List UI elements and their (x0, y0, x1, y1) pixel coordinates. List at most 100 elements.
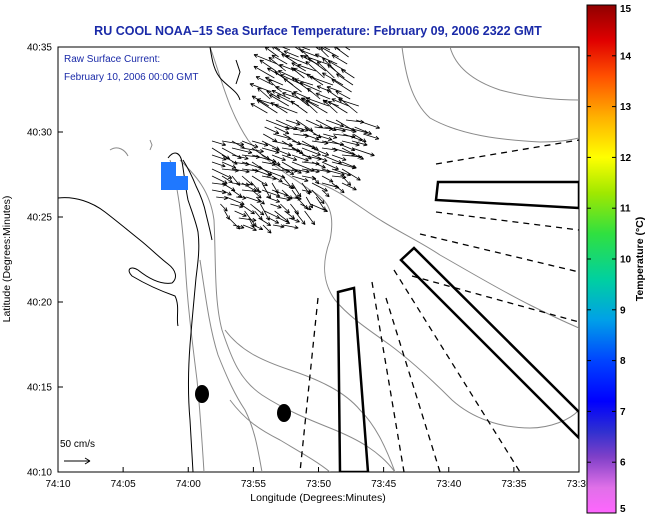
current-vector (220, 203, 228, 212)
contour-line (401, 47, 579, 143)
current-vector (308, 57, 327, 72)
x-tick-label: 73:55 (241, 479, 266, 490)
current-vector (331, 98, 349, 107)
current-vector (221, 189, 232, 196)
contour-line (179, 159, 396, 472)
current-vector (230, 203, 244, 209)
current-vector (291, 62, 307, 72)
colorbar-tick-label: 6 (620, 458, 626, 469)
transect-line (435, 139, 579, 165)
colorbar-tick-label: 15 (620, 4, 632, 15)
current-vector (303, 55, 328, 65)
current-vector (268, 217, 280, 224)
current-vector (284, 210, 295, 220)
current-vector (216, 195, 228, 201)
annotation-line1: Raw Surface Current: (64, 54, 160, 65)
current-vector (250, 203, 265, 216)
current-vector (291, 175, 309, 183)
colorbar-tick-label: 5 (620, 504, 626, 515)
current-vector (286, 196, 302, 201)
current-vector (311, 147, 330, 156)
current-vector (236, 195, 247, 200)
colorbar-tick-label: 11 (620, 204, 631, 215)
current-vector (321, 161, 339, 170)
current-vector (231, 154, 249, 161)
x-axis-label: Longitude (Degrees:Minutes) (250, 492, 385, 504)
current-vector (297, 47, 309, 58)
bathymetry-contours (109, 47, 579, 472)
contour-line (169, 159, 205, 472)
current-vector (333, 47, 349, 58)
current-vector (242, 224, 257, 232)
current-vector (274, 126, 290, 135)
current-vector (331, 54, 348, 65)
contour-line (449, 47, 579, 101)
current-vector (309, 75, 334, 86)
contour-line (149, 139, 153, 151)
current-vector (316, 47, 329, 58)
current-vector (231, 147, 253, 155)
current-vector (311, 154, 328, 162)
x-tick-label: 74:00 (176, 479, 201, 490)
current-vector (344, 47, 351, 51)
transect-line (385, 297, 441, 472)
y-tick-label: 40:25 (27, 213, 52, 224)
current-vector (240, 203, 255, 215)
x-tick-label: 73:30 (566, 479, 591, 490)
current-vector (282, 224, 299, 230)
current-vector (338, 97, 358, 114)
x-axis: 74:10 74:05 74:00 73:55 73:50 73:45 73:40 73:35… (45, 467, 592, 490)
current-vector (268, 56, 287, 72)
current-vector (335, 47, 341, 51)
current-vector (341, 140, 360, 147)
current-vector (354, 126, 372, 135)
current-vector (297, 63, 316, 72)
current-vector (256, 99, 278, 114)
current-vector (274, 103, 298, 114)
current-vector (355, 119, 380, 130)
current-vector (234, 210, 247, 217)
coastline-path (167, 152, 200, 472)
current-vector (352, 133, 367, 143)
current-vector (268, 94, 290, 107)
current-vector (257, 87, 271, 100)
x-tick-label: 73:35 (501, 479, 526, 490)
current-vector (261, 147, 280, 154)
current-vector (211, 161, 226, 168)
current-vector (279, 63, 296, 72)
current-vector (288, 217, 300, 223)
current-vector (251, 140, 269, 147)
current-vector (264, 126, 280, 135)
survey-box (336, 286, 370, 472)
coastline-path (209, 47, 241, 101)
current-vector (301, 147, 321, 156)
current-vector (211, 140, 227, 147)
survey-box (399, 246, 579, 440)
current-vector (241, 147, 264, 154)
x-tick-label: 73:40 (436, 479, 461, 490)
current-vector (255, 196, 265, 205)
current-vector (271, 89, 291, 100)
coastline-path (182, 159, 213, 241)
current-vector (251, 175, 268, 187)
current-vector (293, 47, 301, 51)
y-tick-label: 40:35 (27, 43, 52, 54)
current-vector (310, 203, 328, 213)
current-vector (325, 119, 345, 128)
map-layers (58, 47, 579, 472)
chart-title: RU COOL NOAA–15 Sea Surface Temperature:… (94, 24, 542, 38)
current-vector (281, 53, 298, 65)
current-vector (341, 175, 352, 186)
current-vector (271, 161, 295, 175)
current-vector (321, 175, 334, 183)
current-vector (266, 196, 281, 203)
current-vector (351, 140, 368, 147)
scale-arrow (64, 457, 91, 465)
contour-line (229, 399, 331, 472)
current-vector (283, 78, 302, 93)
current-vector (253, 53, 278, 65)
station-marker (277, 404, 291, 422)
current-vector (280, 203, 290, 214)
current-vector (261, 168, 286, 179)
transect-line (411, 275, 579, 323)
